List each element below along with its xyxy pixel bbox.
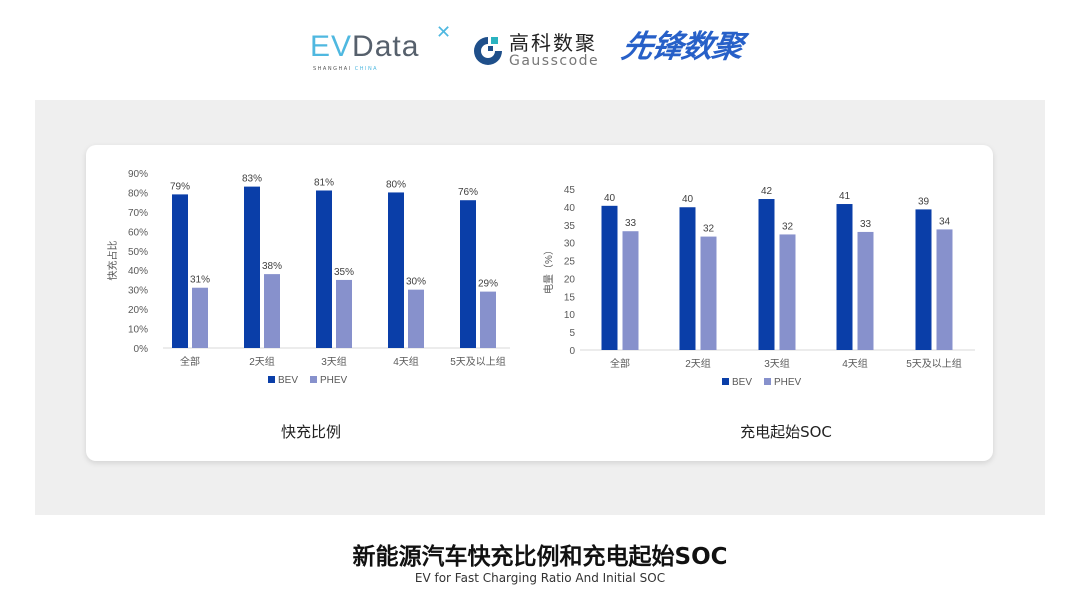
data-label: 39 — [918, 196, 930, 207]
gausscode-logo-en: Gausscode — [509, 53, 600, 69]
bar-phev — [779, 234, 796, 350]
y-tick-label: 10 — [564, 310, 576, 321]
y-tick-label: 70% — [128, 208, 148, 219]
data-label: 31% — [190, 275, 210, 286]
data-label: 41 — [839, 191, 851, 202]
data-label: 35% — [334, 267, 354, 278]
bar-bev — [172, 194, 188, 348]
y-tick-label: 30% — [128, 286, 148, 297]
data-label: 34 — [939, 216, 951, 227]
bar-phev — [857, 231, 874, 350]
y-tick-label: 10% — [128, 325, 148, 336]
gausscode-logo-icon — [474, 37, 502, 65]
x-tick-label: 全部 — [180, 355, 200, 368]
bar-phev — [408, 289, 424, 348]
evdata-logo-data: Data — [352, 30, 420, 63]
page-subtitle: EV for Fast Charging Ratio And Initial S… — [414, 571, 666, 585]
bar-bev — [388, 192, 404, 348]
bar-phev — [192, 287, 208, 348]
logo-bar: EVData ✕ SHANGHAI CHINA 高科数聚 Gausscode 先… — [0, 0, 1080, 90]
gausscode-logo-cn: 高科数聚 — [509, 31, 597, 55]
x-tick-label: 5天及以上组 — [906, 357, 962, 370]
data-label: 32 — [703, 224, 715, 235]
y-tick-label: 45 — [564, 185, 576, 196]
evdata-sub-accent: CHINA — [354, 66, 379, 72]
x-tick-label: 4天组 — [842, 357, 868, 370]
y-tick-label: 20 — [564, 274, 576, 285]
y-tick-label: 60% — [128, 227, 148, 238]
y-tick-label: 15 — [564, 292, 576, 303]
data-label: 32 — [782, 221, 794, 232]
y-tick-label: 30 — [564, 239, 576, 250]
y-tick-label: 50% — [128, 247, 148, 258]
evdata-logo-sub: SHANGHAI CHINA — [313, 67, 378, 72]
x-tick-label: 4天组 — [393, 355, 419, 368]
bar-bev — [758, 199, 775, 350]
y-tick-label: 35 — [564, 221, 576, 232]
data-label: 30% — [406, 277, 426, 288]
bar-bev — [601, 205, 618, 350]
data-label: 38% — [262, 261, 282, 272]
legend-label-phev: PHEV — [774, 377, 802, 388]
data-label: 42 — [761, 186, 773, 197]
y-tick-label: 25 — [564, 257, 576, 268]
bar-bev — [679, 207, 696, 350]
y-tick-label: 5 — [569, 328, 575, 339]
bar-phev — [480, 291, 496, 348]
x-tick-label: 3天组 — [321, 355, 347, 368]
legend-swatch-phev — [764, 378, 771, 385]
y-tick-label: 80% — [128, 188, 148, 199]
y-tick-label: 0 — [569, 346, 575, 357]
evdata-logo: EVData — [310, 32, 419, 62]
data-label: 40 — [604, 193, 616, 204]
chart-title-soc: 充电起始SOC — [740, 423, 832, 441]
data-label: 76% — [458, 187, 478, 198]
y-tick-label: 40% — [128, 266, 148, 277]
x-tick-label: 2天组 — [685, 357, 711, 370]
legend-label-bev: BEV — [278, 375, 298, 386]
data-label: 33 — [625, 218, 637, 229]
data-label: 79% — [170, 181, 190, 192]
bar-phev — [264, 274, 280, 348]
y-tick-label: 90% — [128, 169, 148, 180]
evdata-sub-text: SHANGHAI — [313, 66, 352, 72]
data-label: 83% — [242, 174, 262, 185]
x-tick-label: 2天组 — [249, 355, 275, 368]
bar-phev — [622, 231, 639, 350]
data-label: 81% — [314, 178, 334, 189]
x-tick-label: 全部 — [610, 357, 630, 370]
legend-swatch-bev — [722, 378, 729, 385]
bar-phev — [336, 279, 352, 348]
legend-label-phev: PHEV — [320, 375, 348, 386]
x-tick-label: 3天组 — [764, 357, 790, 370]
y-tick-label: 0% — [134, 344, 149, 355]
data-label: 80% — [386, 179, 406, 190]
bar-phev — [936, 229, 953, 350]
evdata-logo-ev: EV — [310, 30, 353, 63]
bar-bev — [836, 204, 853, 350]
bar-phev — [700, 236, 717, 350]
bar-bev — [244, 186, 260, 348]
legend-label-bev: BEV — [732, 377, 752, 388]
y-axis-label: 快充占比 — [106, 241, 119, 281]
x-tick-label: 5天及以上组 — [450, 355, 506, 368]
data-label: 33 — [860, 219, 872, 230]
y-tick-label: 20% — [128, 305, 148, 316]
evdata-x-icon: ✕ — [436, 22, 452, 43]
y-axis-label: 电量（%） — [542, 245, 555, 294]
chart-title-fast-charge: 快充比例 — [280, 423, 342, 441]
bar-bev — [460, 200, 476, 348]
legend-swatch-phev — [310, 376, 317, 383]
data-label: 40 — [682, 194, 694, 205]
page-title: 新能源汽车快充比例和充电起始SOC — [352, 544, 728, 570]
y-tick-label: 40 — [564, 203, 576, 214]
legend-swatch-bev — [268, 376, 275, 383]
bar-bev — [915, 209, 932, 350]
bar-bev — [316, 190, 332, 348]
data-label: 29% — [478, 279, 498, 290]
